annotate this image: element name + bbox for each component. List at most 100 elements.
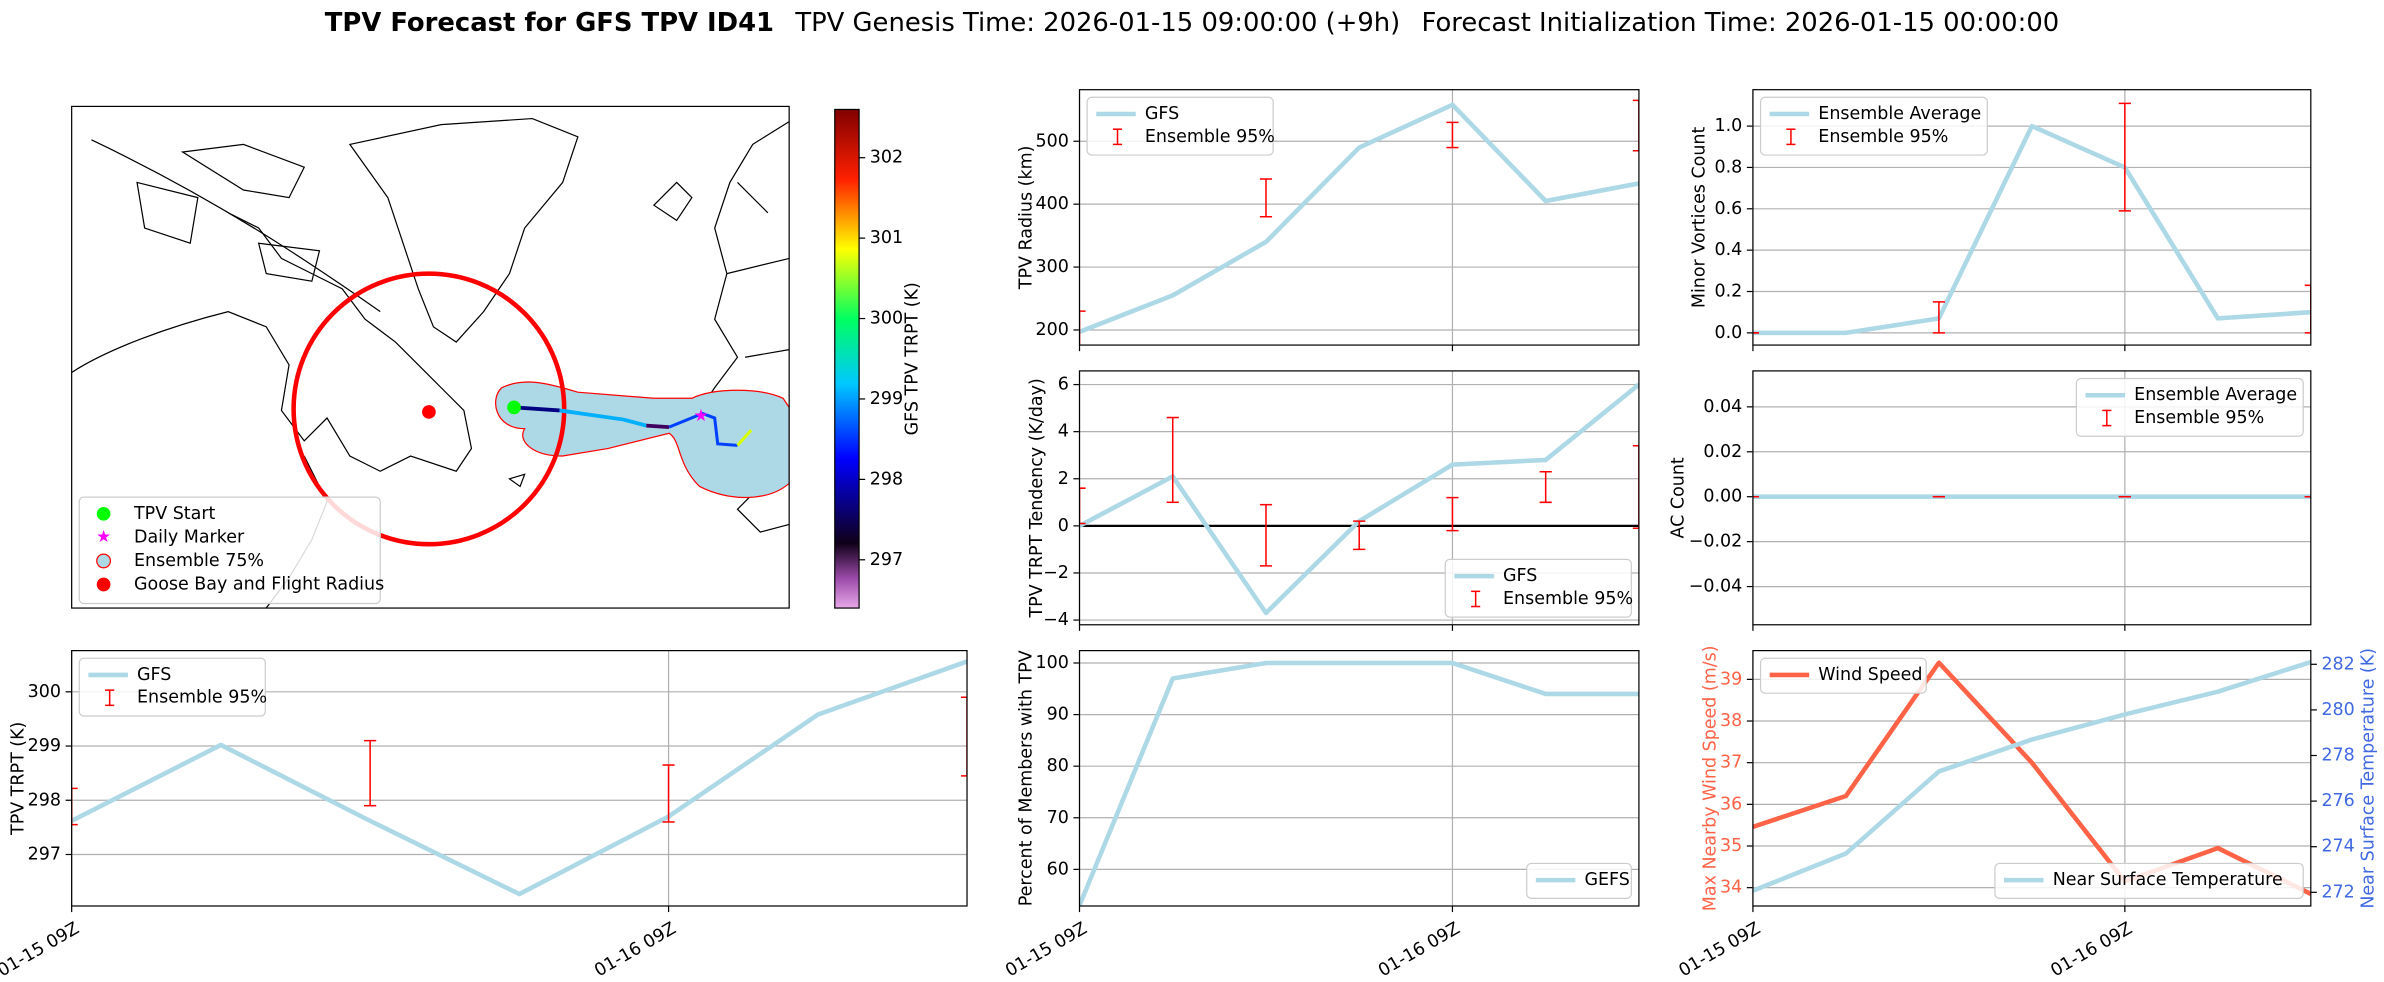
colorbar-tick-label: 301 — [870, 228, 903, 248]
legend-label: Ensemble 95% — [1818, 127, 1948, 147]
legend-label: TPV Start — [133, 504, 216, 524]
y-tick-label: 34 — [1720, 878, 1742, 898]
track — [646, 423, 670, 430]
y-tick-label: 36 — [1720, 794, 1742, 814]
line — [1079, 660, 1639, 906]
line — [1079, 102, 1639, 334]
series-group — [1752, 102, 2311, 336]
y2-tick-label: 272 — [2321, 882, 2354, 902]
y-axis-label: Percent of Members with TPV — [1016, 650, 1036, 906]
colorbar-label: GFS TPV TRPT (K) — [902, 282, 922, 435]
axes-frame — [1078, 89, 1640, 346]
chart-title: TPV Forecast for GFS TPV ID41 — [325, 7, 774, 37]
colorbar — [834, 108, 860, 609]
legend-label: Daily Marker — [134, 527, 245, 547]
series-group — [1079, 99, 1639, 346]
y-tick-label: 298 — [28, 790, 61, 810]
legend-swatch — [96, 553, 112, 569]
legend-label: Ensemble 75% — [134, 551, 264, 571]
y-tick-label: 4 — [1058, 422, 1069, 442]
border-line — [91, 139, 381, 313]
y-axis-label: Minor Vortices Count — [1690, 126, 1710, 308]
y2-tick-label: 278 — [2321, 746, 2354, 766]
y-tick-label: 37 — [1720, 753, 1742, 773]
y2-axis-label: Near Surface Temperature (K) — [2359, 648, 2379, 909]
legend-swatch — [96, 577, 111, 592]
coast — [71, 212, 473, 472]
legend-swatch — [96, 506, 111, 521]
legend-label: Ensemble Average — [2134, 385, 2297, 405]
legend-box — [2075, 377, 2304, 437]
ensemble-area: ★ — [291, 271, 790, 547]
panel: −0.04 −0.02 0.00 0.02 0.04 AC Count Ensemble A… — [1668, 370, 2312, 631]
islands — [136, 143, 321, 282]
legend-box — [1759, 657, 1927, 694]
series-group — [71, 659, 968, 897]
line — [71, 659, 968, 897]
series-group — [1079, 660, 1639, 906]
y-tick-label: 1.0 — [1715, 116, 1743, 136]
legend-box — [1759, 96, 1988, 156]
legend-label: Ensemble 95% — [2134, 408, 2264, 428]
axes-frame — [1752, 89, 2312, 346]
tpv-start — [507, 400, 521, 415]
map-overlay: 297 298 299 300 301 302 TPV Start ★ Daily Marker… — [78, 148, 903, 605]
line — [1752, 123, 2311, 336]
y-tick-label: 35 — [1720, 836, 1742, 856]
line — [1752, 659, 2311, 893]
y2-tick-label: 280 — [2321, 700, 2354, 720]
legend-box — [78, 496, 381, 605]
track — [736, 429, 753, 447]
legend-label: Goose Bay and Flight Radius — [134, 574, 384, 594]
borders — [714, 181, 790, 442]
europe-coast — [698, 121, 790, 533]
colorbar-tick-label: 299 — [870, 389, 903, 409]
y-tick-label: 0.2 — [1715, 282, 1743, 302]
panel: −4 −2 0 2 4 6 TPV TRPT Tendency (K/day) GFS Ense… — [1027, 370, 1640, 631]
goose-bay — [422, 405, 436, 419]
y-tick-label: 2 — [1058, 469, 1069, 489]
y-tick-label: 299 — [28, 736, 61, 756]
y-axis-label: Max Nearby Wind Speed (m/s) — [1700, 645, 1720, 911]
y-axis-label: AC Count — [1668, 457, 1688, 538]
y-tick-label: 0.4 — [1715, 240, 1743, 260]
colorbar-tick-label: 302 — [870, 148, 903, 168]
axes-frame — [1078, 370, 1640, 626]
y-tick-label: 60 — [1047, 859, 1069, 879]
y2-tick-label: 276 — [2321, 791, 2354, 811]
y-tick-label: −0.04 — [1689, 577, 1743, 597]
y-tick-label: 0 — [1058, 516, 1069, 536]
axes-frame — [1752, 650, 2312, 907]
y-axis-label: TPV Radius (km) — [1016, 146, 1036, 291]
legend-label: Ensemble 95% — [1503, 589, 1633, 609]
y-tick-label: 0.0 — [1715, 323, 1743, 343]
flight-radius — [291, 271, 567, 547]
track — [668, 411, 738, 447]
islands — [508, 181, 693, 488]
colorbar-tick-label: 297 — [870, 550, 903, 570]
legend-box — [1526, 862, 1632, 900]
y-tick-label: 300 — [1036, 257, 1069, 277]
y-tick-label: 500 — [1036, 131, 1069, 151]
legend-label: GFS — [137, 665, 171, 685]
y-tick-label: 200 — [1036, 320, 1069, 340]
y-tick-label: 0.8 — [1715, 157, 1743, 177]
map-frame — [71, 105, 790, 609]
y-tick-label: 0.6 — [1715, 199, 1743, 219]
y-tick-label: 0.04 — [1703, 397, 1742, 417]
axes-frame — [71, 650, 968, 907]
legend-label: Ensemble 95% — [1145, 127, 1275, 147]
y-tick-label: 39 — [1720, 669, 1742, 689]
line — [1752, 660, 2311, 896]
legend-label: Ensemble Average — [1818, 104, 1981, 124]
coastlines — [71, 117, 790, 609]
y-tick-label: 0.00 — [1703, 487, 1742, 507]
y-tick-label: 0.02 — [1703, 442, 1742, 462]
y2-tick-label: 274 — [2321, 837, 2354, 857]
legend-label: Near Surface Temperature — [2053, 870, 2283, 890]
series-group — [1752, 659, 2311, 896]
y-axis-label: TPV TRPT (K) — [8, 722, 28, 836]
y-tick-label: 6 — [1058, 375, 1069, 395]
legend-box — [1994, 862, 2304, 900]
